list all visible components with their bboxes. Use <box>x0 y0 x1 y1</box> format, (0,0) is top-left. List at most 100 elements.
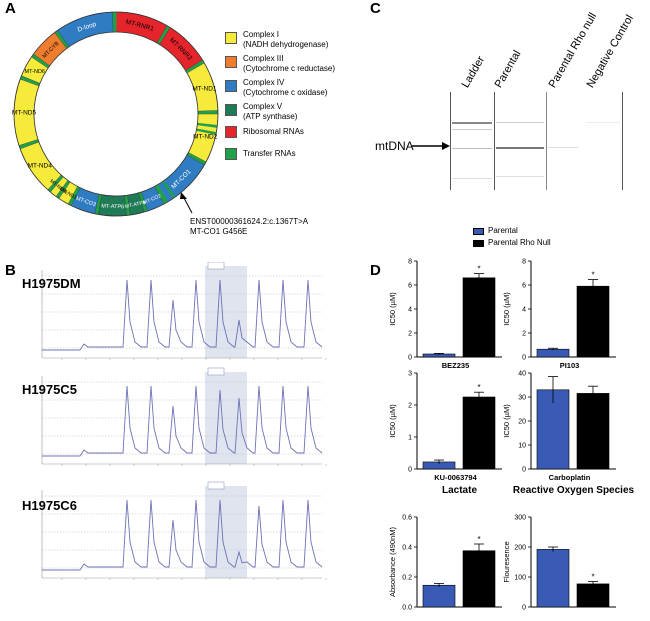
variant-protein: MT-CO1 G456E <box>190 227 247 236</box>
trna-marker <box>197 122 218 128</box>
legend-swatch-complex-v <box>225 104 237 116</box>
y-tick-label: 0 <box>522 355 526 362</box>
gene-label-mt-nd5: MT-ND5 <box>12 109 37 116</box>
trace-line <box>42 499 323 571</box>
y-tick-label: 8 <box>408 259 412 266</box>
y-tick-label: 300 <box>514 515 526 522</box>
bar-parental-rho-null <box>462 396 496 470</box>
base-call-box <box>207 481 225 490</box>
gene-label-mt-nd4: MT-ND4 <box>28 162 53 169</box>
y-label: Flouresence <box>502 541 511 582</box>
chromatogram-label-h1975c5: H1975C5 <box>22 382 77 397</box>
y-tick-label: 4 <box>408 307 412 314</box>
bar-parental-rho-null <box>576 583 610 608</box>
significance-marker: * <box>591 271 594 280</box>
trna-marker <box>113 12 117 33</box>
trace-line <box>42 385 323 457</box>
variant-id: ENST00000361624.2:c.1367T>A <box>190 217 309 226</box>
legend-swatch-transfer-rnas <box>225 148 237 160</box>
y-tick-label: 20 <box>518 419 526 426</box>
legend-label: Complex III <box>243 54 284 63</box>
chart-title: Reactive Oxygen Species <box>513 485 635 496</box>
x-label: PI103 <box>560 361 580 370</box>
bar-chart-lactate: 0.0 0.2 0.4 0.6 * Lactate Absorbance (490nM) <box>388 485 502 612</box>
y-tick-label: 6 <box>522 283 526 290</box>
legend-entry-complex-i: Complex I (NADH dehydrogenase) <box>243 30 328 50</box>
gene-label-mt-atp6: MT-ATP6 <box>101 204 124 211</box>
chromatogram-h1975c5 <box>41 367 327 466</box>
y-tick-label: 0.2 <box>402 575 412 582</box>
chromatogram-h1975c6 <box>41 481 327 580</box>
bar-chart-pi103: 0 2 4 6 8 * PI103 IC50 (µM) <box>502 259 616 370</box>
ladder-band <box>452 122 492 124</box>
genome-ring-outer <box>13 11 219 217</box>
y-tick-label: 4 <box>522 307 526 314</box>
trna-marker <box>185 60 205 73</box>
y-label: IC50 (µM) <box>502 292 511 326</box>
y-label: IC50 (µM) <box>388 292 397 326</box>
legend-sublabel: (NADH dehydrogenase) <box>243 40 329 49</box>
panel-letter-b: B <box>5 262 16 279</box>
legend-label: Complex I <box>243 30 280 39</box>
gene-label-mt-nd6: MT-ND6 <box>25 69 45 75</box>
trna-marker <box>31 54 50 68</box>
gel-panel: Ladder Parental Parental Rho null Negati… <box>370 0 650 262</box>
trna-marker <box>19 139 39 149</box>
trna-marker <box>95 194 102 215</box>
parental-mtdna-band <box>496 147 544 149</box>
lane-label-ladder: Ladder <box>459 54 488 90</box>
y-tick-label: 0.0 <box>402 605 412 612</box>
y-tick-label: 200 <box>514 545 526 552</box>
bar-charts: 0 2 4 6 8 * BEZ235 IC50 (µM) 0 2 4 6 8 * PI103 IC50 (µM… <box>388 259 635 612</box>
y-tick-label: 8 <box>522 259 526 266</box>
trna-marker <box>157 25 170 45</box>
legend-sublabel: (ATP synthase) <box>243 112 298 121</box>
base-call-box <box>207 262 225 270</box>
ladder-band <box>452 148 492 149</box>
panel-letter-a: A <box>5 0 16 17</box>
chart-legend: Parental Parental Rho Null <box>473 226 623 252</box>
trna-marker <box>138 192 148 212</box>
y-tick-label: 2 <box>408 331 412 338</box>
negative-control-band <box>586 122 620 123</box>
trna-marker <box>196 128 217 135</box>
legend-sublabel: (Cytochrome c oxidase) <box>243 88 328 97</box>
trna-marker <box>20 76 40 86</box>
y-tick-label: 10 <box>518 443 526 450</box>
y-tick-label: 1 <box>408 435 412 442</box>
x-label: KU-0063794 <box>434 473 477 482</box>
bar-chart-reactive-oxygen-species: 0 100 200 300 * Reactive Oxygen Species Floure… <box>502 485 635 612</box>
lane-divider <box>622 92 623 190</box>
legend-swatch-ribosomal-rnas <box>225 126 237 138</box>
parental-band <box>496 122 544 123</box>
significance-marker: * <box>591 573 594 582</box>
y-tick-label: 0 <box>522 467 526 474</box>
y-tick-label: 40 <box>518 371 526 378</box>
legend-label: Complex V <box>243 102 283 111</box>
genome-ring-inner <box>33 31 199 197</box>
trna-marker <box>124 195 130 216</box>
mtdna-label: mtDNA <box>375 139 414 153</box>
gene-label-mt-atp8: MT-ATP8 <box>125 200 147 210</box>
y-tick-label: 6 <box>408 283 412 290</box>
gel-image <box>450 92 625 190</box>
y-tick-label: 0 <box>522 605 526 612</box>
rho-null-band <box>548 147 578 148</box>
bar-chart-ku-0063794: 0 1 2 3 * KU-0063794 IC50 (µM) <box>388 371 502 482</box>
y-tick-label: 0.6 <box>402 515 412 522</box>
bar-chart-bez235: 0 2 4 6 8 * BEZ235 IC50 (µM) <box>388 259 502 370</box>
complex-legend: Complex I (NADH dehydrogenase) Complex III… <box>225 30 370 190</box>
parental-band <box>496 176 544 177</box>
bar-parental-rho-null <box>462 550 496 608</box>
significance-marker: * <box>477 535 480 544</box>
legend-label: Ribosomal RNAs <box>243 127 304 136</box>
lane-divider <box>494 92 495 190</box>
base-call-box <box>207 367 225 376</box>
bar-parental <box>536 348 570 358</box>
trna-marker <box>187 152 206 165</box>
bar-parental-rho-null <box>462 277 496 358</box>
chart-title: Lactate <box>442 485 477 496</box>
chromatogram-label-h1975c6: H1975C6 <box>22 498 77 513</box>
variant-arrow-head <box>180 192 187 199</box>
gene-label-mt-nd1: MT-ND1 <box>192 86 217 93</box>
